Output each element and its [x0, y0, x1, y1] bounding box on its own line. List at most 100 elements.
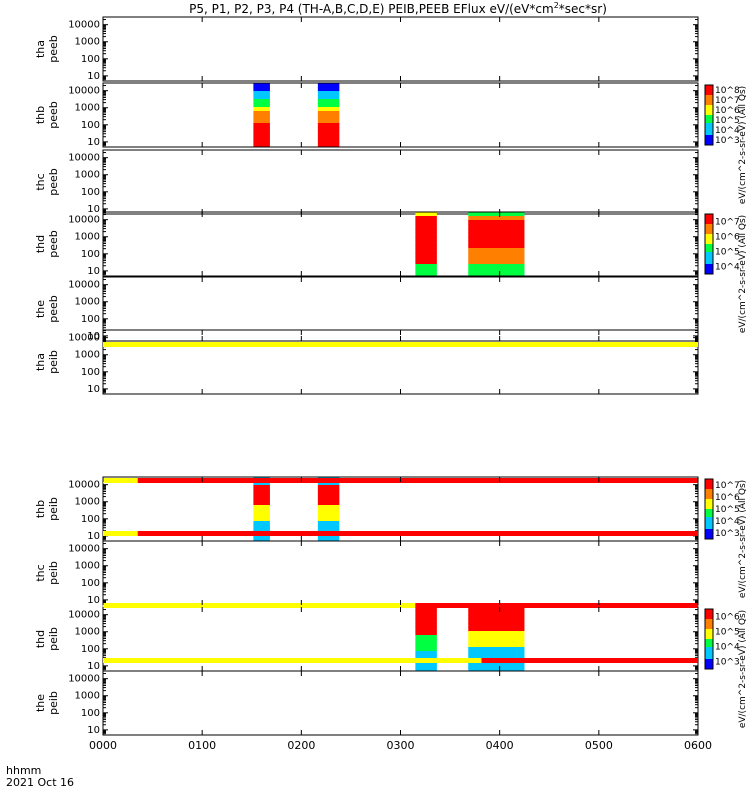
spectrogram-cell — [415, 639, 437, 644]
colorbar-tick-label: 10^3 — [715, 529, 740, 539]
spectrogram-cell — [253, 143, 270, 148]
spectrogram-cell — [317, 517, 340, 522]
mode-bar-segment — [137, 531, 699, 536]
spectrogram-cell — [415, 631, 437, 636]
colorbar-cell — [705, 521, 713, 524]
x-tick-label: 0100 — [188, 739, 216, 752]
panel-probe-label: tha — [34, 40, 47, 58]
colorbar-cell — [705, 667, 713, 670]
panel-probe-label: the — [34, 694, 47, 712]
colorbar-cell — [705, 535, 713, 538]
spectrogram-cell — [468, 260, 525, 265]
spectrogram-cell — [317, 505, 340, 510]
colorbar-cell — [705, 258, 713, 261]
colorbar-cell — [705, 523, 713, 526]
mode-bar-segment — [103, 658, 482, 663]
spectrogram-cell — [415, 220, 437, 225]
spectrogram-cell — [253, 505, 270, 510]
colorbar-cell — [705, 617, 713, 620]
spectrogram-cell — [415, 663, 437, 668]
spectrogram-cell — [317, 485, 340, 490]
x-tick-label: 0600 — [684, 739, 712, 752]
colorbar-cell — [705, 240, 713, 243]
colorbar-cell — [705, 663, 713, 666]
spectrogram-cell — [468, 216, 525, 221]
colorbar-cell — [705, 248, 713, 251]
y-tick-label: 100 — [81, 578, 100, 589]
colorbar-cell — [705, 113, 713, 116]
spectrogram-cell — [415, 623, 437, 628]
spectrogram-cell — [415, 651, 437, 656]
spectrogram-cell — [468, 224, 525, 229]
spectrogram-cell — [317, 493, 340, 498]
spectrogram-cell — [253, 489, 270, 494]
colorbar-cell — [705, 657, 713, 660]
spectrogram-cell — [253, 119, 270, 124]
panel-frame — [102, 211, 699, 277]
colorbar-cell — [705, 485, 713, 488]
y-tick-label: 100 — [81, 120, 100, 131]
spectrogram-cell — [317, 95, 340, 100]
y-tick-label: 10000 — [68, 610, 100, 621]
colorbar-cell — [705, 487, 713, 490]
spectrogram-cell — [317, 123, 340, 128]
mode-bar-segment — [103, 531, 138, 536]
spectrogram-cell — [415, 611, 437, 616]
colorbar-cell — [705, 123, 713, 126]
colorbar-cell — [705, 627, 713, 630]
time-axis: 0000 0100 0200 0300 0400 0500 0600 — [89, 17, 712, 752]
spectrogram-cell — [317, 99, 340, 104]
colorbar-cell — [705, 517, 713, 520]
colorbar-cell — [705, 111, 713, 114]
colorbar-cell — [705, 121, 713, 124]
spectrogram-cell — [253, 131, 270, 136]
y-tick-label: 1000 — [75, 232, 100, 243]
colorbar-cell — [705, 629, 713, 632]
panel-probe-label: thb — [34, 106, 47, 124]
colorbar-cell — [705, 513, 713, 516]
panel-product-label: peib — [47, 561, 60, 585]
colorbar-cell — [705, 226, 713, 229]
colorbar-cell — [705, 503, 713, 506]
y-tick-label: 10 — [87, 384, 100, 395]
spectrogram-cell — [317, 131, 340, 136]
mode-bar-segment — [103, 478, 138, 483]
colorbar-tick-label: 10^8 — [715, 86, 740, 96]
spectrogram-cell — [415, 256, 437, 261]
colorbar-tick-label: 10^4 — [715, 517, 740, 527]
colorbar-cell — [705, 234, 713, 237]
spectrogram-cell — [468, 220, 525, 225]
x-tick-label: 0200 — [287, 739, 315, 752]
colorbar-cell — [705, 655, 713, 658]
colorbar-cell — [705, 491, 713, 494]
y-tick-label: 100 — [81, 367, 100, 378]
colorbar-cell — [705, 505, 713, 508]
spectrogram-cell — [468, 256, 525, 261]
colorbar-cell — [705, 228, 713, 231]
colorbar-cell — [705, 129, 713, 132]
y-tick-label: 10 — [87, 595, 100, 606]
panel-probe-label: thc — [34, 173, 47, 190]
colorbar-cell — [705, 645, 713, 648]
spectrogram-cell — [253, 481, 270, 486]
spectrogram-block — [415, 607, 437, 672]
y-tick-label: 10000 — [68, 280, 100, 291]
spectrogram-cell — [415, 667, 437, 672]
spectrogram-cell — [317, 143, 340, 148]
y-tick-label: 10000 — [68, 333, 100, 344]
spectrogram-cell — [253, 87, 270, 92]
y-tick-label: 10 — [87, 531, 100, 542]
colorbar-cell — [705, 97, 713, 100]
colorbar-cell — [705, 533, 713, 536]
y-tick-label: 10 — [87, 661, 100, 672]
spectrogram-cell — [415, 264, 437, 269]
colorbar-cell — [705, 625, 713, 628]
colorbar-tick-label: 10^6 — [715, 493, 740, 503]
colorbar-cell — [705, 649, 713, 652]
colorbar-cell — [705, 232, 713, 235]
colorbar-cell — [705, 493, 713, 496]
colorbar-tick-label: 10^5 — [715, 248, 740, 258]
colorbar-cell — [705, 266, 713, 269]
colorbar-cell — [705, 85, 713, 88]
colorbar-tick-label: 10^7 — [715, 481, 740, 491]
